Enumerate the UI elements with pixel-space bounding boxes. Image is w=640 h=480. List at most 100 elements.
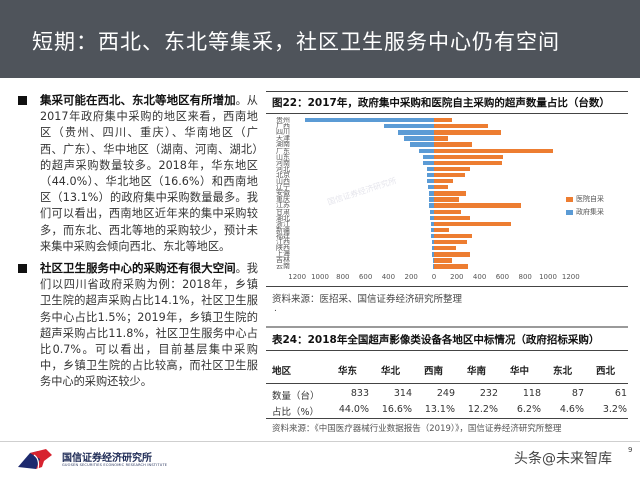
table-header-cell: 西南 bbox=[423, 366, 443, 377]
guosen-logo-icon bbox=[18, 449, 52, 470]
table-cell: 249 bbox=[436, 388, 455, 399]
legend-label: 政府集采 bbox=[576, 208, 604, 216]
table-cell: 61 bbox=[614, 388, 627, 399]
bar-gov bbox=[427, 185, 434, 190]
legend-swatch-icon bbox=[566, 196, 573, 202]
bar-gov bbox=[431, 227, 434, 233]
table-row: 占比（%） 44.0% 16.6% 13.1% 12.2% 6.2% 4.6% … bbox=[266, 404, 628, 418]
bar-hosp bbox=[434, 264, 469, 269]
category-label: 山东 bbox=[276, 153, 290, 160]
bar-gov bbox=[403, 136, 434, 141]
bar-hosp bbox=[434, 227, 450, 233]
bar-gov bbox=[418, 148, 434, 153]
divider bbox=[266, 418, 628, 419]
category-label: 天津 bbox=[276, 135, 290, 142]
bar-hosp bbox=[434, 185, 449, 190]
bar-gov bbox=[422, 160, 434, 166]
figure-title: 图22：2017年，政府集中采购和医院自主采购的超声数量占比（台数） bbox=[272, 97, 610, 109]
table-row: 数量（台） 833 314 249 232 118 87 61 bbox=[266, 388, 628, 402]
table-source: 资料来源：《中国医疗器械行业数据报告（2019）》，国信证券经济研究所整理 bbox=[272, 424, 562, 434]
bullet-body: 。从2017年政府集中采购的地区来看，西南地区（贵州、四川、重庆）、华南地区（广… bbox=[40, 94, 258, 253]
bullet-item: 集采可能在西北、东北等地区有所增加。从2017年政府集中采购的地区来看，西南地区… bbox=[18, 92, 258, 255]
category-label: 重庆 bbox=[276, 196, 290, 203]
category-label: 湖南 bbox=[276, 141, 290, 148]
axis-tick-label: 1200 bbox=[561, 273, 580, 281]
table-cell: 314 bbox=[393, 388, 412, 399]
table-cell: 3.2% bbox=[602, 404, 627, 415]
table-header-row: 地区 华东 华北 西南 华南 华中 东北 西北 bbox=[266, 363, 628, 377]
bar-hosp bbox=[434, 166, 471, 172]
bar-hosp bbox=[434, 179, 453, 184]
bar-hosp bbox=[434, 215, 471, 220]
bar-gov bbox=[431, 240, 434, 245]
page-title: 短期：西北、东北等集采，社区卫生服务中心仍有空间 bbox=[32, 30, 560, 54]
category-label: 新疆 bbox=[276, 226, 290, 234]
table-header-cell: 华中 bbox=[509, 366, 529, 377]
table-header-cell: 华南 bbox=[466, 366, 486, 377]
axis-tick-label: 800 bbox=[336, 273, 350, 281]
table-cell: 4.6% bbox=[559, 404, 584, 415]
watermark: 国信证券经济研究所 bbox=[326, 176, 398, 207]
table-cell: 数量（台） bbox=[272, 391, 320, 402]
bar-gov bbox=[397, 130, 434, 135]
bar-hosp bbox=[434, 197, 460, 202]
category-label: 北京 bbox=[276, 171, 290, 179]
title-bar: 短期：西北、东北等集采，社区卫生服务中心仍有空间 bbox=[0, 0, 640, 78]
legend-label: 医院自采 bbox=[576, 195, 604, 203]
table-cell: 833 bbox=[350, 388, 369, 399]
bar-gov bbox=[428, 191, 434, 196]
logo-subtext: GUOSEN SECURITIES ECONOMIC RESEARCH INST… bbox=[62, 463, 168, 467]
table-title: 表24：2018年全国超声影像类设备各地区中标情况（政府招标采购） bbox=[272, 334, 600, 346]
divider bbox=[266, 113, 628, 114]
table-header-cell: 西北 bbox=[595, 366, 615, 377]
table-cell: 44.0% bbox=[338, 404, 369, 415]
bar-hosp bbox=[434, 118, 453, 123]
bullet-body: 。我们以四川省政府采购为例：2018年，乡镇卫生院的超声采购占比14.1%，社区… bbox=[40, 262, 258, 389]
bar-gov bbox=[427, 179, 434, 184]
divider bbox=[266, 326, 628, 328]
bar-hosp bbox=[434, 203, 521, 208]
category-label: 上海 bbox=[276, 251, 290, 258]
legend-item: 医院自采 bbox=[566, 194, 604, 204]
bar-hosp bbox=[434, 191, 467, 196]
figure-source: 资料来源：医招采、国信证券经济研究所整理 bbox=[272, 294, 463, 305]
category-label: 陕西 bbox=[276, 245, 290, 252]
left-text-panel: 集采可能在西北、东北等地区有所增加。从2017年政府集中采购的地区来看，西南地区… bbox=[0, 80, 262, 410]
axis-tick-label: 1000 bbox=[311, 273, 329, 281]
table-cell: 13.1% bbox=[424, 404, 455, 415]
bullet-heading: 集采可能在西北、东北等地区有所增加 bbox=[40, 93, 236, 107]
table-cell: 占比（%） bbox=[272, 407, 320, 418]
category-label: 河南 bbox=[276, 159, 290, 167]
bar-gov bbox=[431, 246, 434, 251]
bar-hosp bbox=[434, 172, 465, 178]
category-label: 江西 bbox=[276, 239, 290, 246]
axis-tick-label: 600 bbox=[495, 273, 510, 281]
table-header-cell: 华北 bbox=[380, 366, 400, 377]
category-label: 四川 bbox=[276, 129, 290, 136]
bar-gov bbox=[430, 221, 434, 227]
brand-watermark: 头条@未来智库 bbox=[514, 451, 612, 467]
table-cell: 232 bbox=[479, 388, 498, 399]
category-label: 吉林 bbox=[276, 257, 290, 264]
axis-tick-label: 1000 bbox=[539, 273, 557, 281]
butterfly-bar-chart: 国信证券经济研究所 医院自采 政府集采 贵州 广西 四川 天津 湖南 广东 山东 河南 河北 北京… bbox=[266, 116, 628, 286]
category-label: 浙江 bbox=[276, 220, 290, 228]
category-label: 山西 bbox=[276, 178, 290, 185]
category-label: 云南 bbox=[276, 263, 290, 270]
page-number: 9 bbox=[628, 446, 633, 454]
legend-item: 政府集采 bbox=[566, 207, 604, 217]
category-label: 福建 bbox=[276, 232, 290, 240]
bar-hosp bbox=[434, 240, 468, 245]
chart-legend: 医院自采 政府集采 bbox=[566, 194, 604, 220]
category-label: 广西 bbox=[276, 123, 290, 130]
divider bbox=[266, 383, 628, 384]
category-label: 广东 bbox=[276, 147, 290, 154]
axis-tick-label: 200 bbox=[404, 273, 418, 281]
bar-hosp bbox=[434, 160, 502, 166]
bar-gov bbox=[432, 252, 434, 257]
bar-gov bbox=[429, 203, 434, 208]
axis-tick-label: 800 bbox=[518, 273, 532, 281]
category-label: 河北 bbox=[276, 165, 290, 173]
table-header-cell: 华东 bbox=[337, 366, 357, 377]
bar-gov bbox=[426, 172, 434, 178]
